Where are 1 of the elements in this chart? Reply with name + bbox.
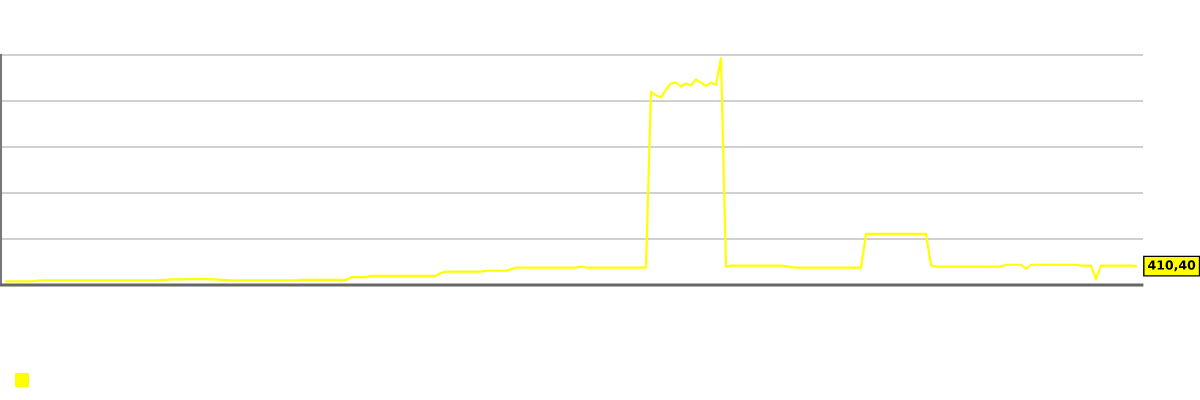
data-label: 410,40 — [1148, 260, 1196, 272]
